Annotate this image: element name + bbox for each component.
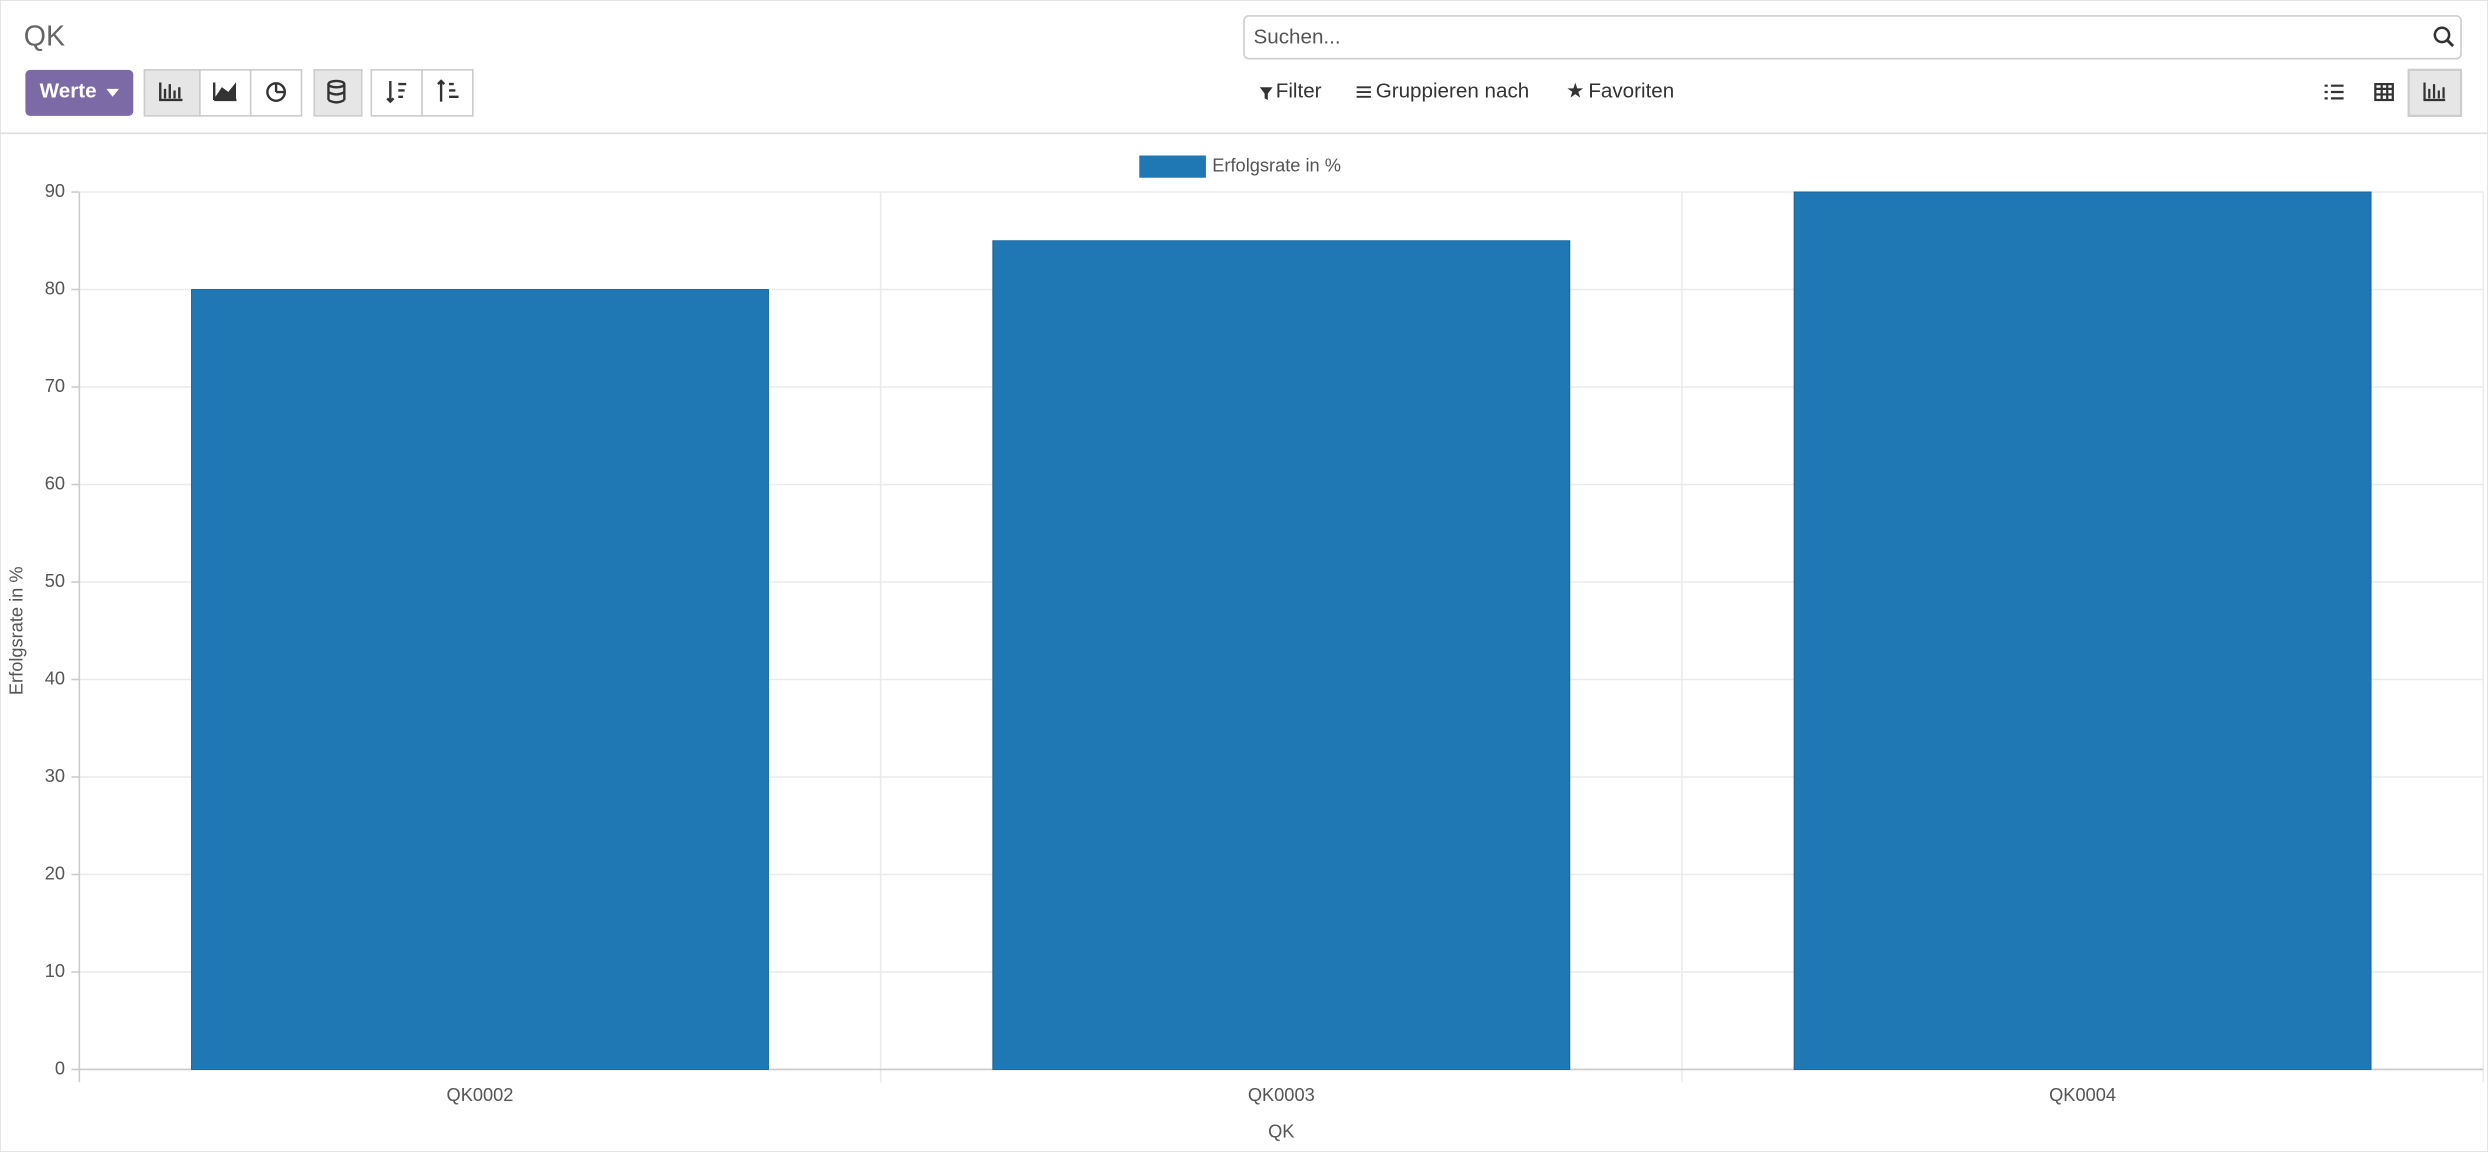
search-box[interactable]: Suchen... bbox=[1243, 15, 2462, 60]
y-tick-label: 50 bbox=[45, 570, 65, 591]
y-tick-label: 30 bbox=[45, 765, 65, 786]
measures-button[interactable]: Werte bbox=[25, 69, 134, 116]
legend-swatch bbox=[1139, 155, 1206, 178]
search-placeholder: Suchen... bbox=[1254, 26, 1341, 49]
x-axis-title: QK bbox=[1268, 1121, 1294, 1142]
legend-label: Erfolgsrate in % bbox=[1212, 154, 1341, 175]
y-tick-label: 40 bbox=[45, 667, 65, 688]
group-icon bbox=[1356, 86, 1371, 98]
filter-menus[interactable]: Filter Gruppieren nach ★ Favoriten bbox=[1259, 79, 1674, 102]
y-tick-label: 0 bbox=[55, 1057, 65, 1078]
y-tick-label: 70 bbox=[45, 375, 65, 396]
filter-menu[interactable]: Filter bbox=[1276, 79, 1322, 102]
bar bbox=[992, 240, 1571, 1070]
bar bbox=[1793, 191, 2372, 1070]
x-tick-label: QK0002 bbox=[447, 1084, 514, 1105]
y-tick-label: 90 bbox=[45, 180, 65, 201]
chart: 0 10 20 30 40 50 60 70 80 90 QK0002 QK0003 QK0004 Erf… bbox=[5, 154, 2485, 1142]
y-tick-label: 60 bbox=[45, 472, 65, 493]
x-tick-label: QK0003 bbox=[1248, 1084, 1315, 1105]
y-axis-title: Erfolgsrate in % bbox=[5, 566, 26, 695]
y-tick-label: 80 bbox=[45, 277, 65, 298]
filter-icon bbox=[1259, 87, 1273, 100]
toolbar-icons bbox=[159, 79, 459, 104]
group-menu[interactable]: Gruppieren nach bbox=[1376, 79, 1530, 102]
x-tick-label: QK0004 bbox=[2049, 1084, 2116, 1105]
page-title: QK bbox=[24, 21, 65, 53]
star-icon: ★ bbox=[1566, 79, 1584, 102]
favorites-menu[interactable]: Favoriten bbox=[1588, 79, 1674, 102]
view-switcher[interactable] bbox=[2324, 68, 2463, 117]
y-tick-label: 10 bbox=[45, 960, 65, 981]
measures-label: Werte bbox=[40, 79, 97, 102]
y-tick-label: 20 bbox=[45, 862, 65, 883]
bar bbox=[191, 289, 769, 1070]
